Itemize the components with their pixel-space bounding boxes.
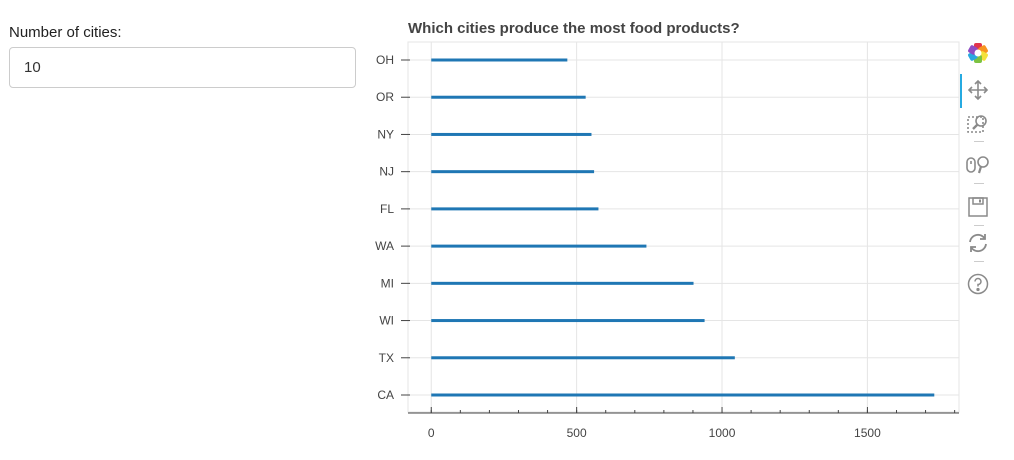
pan-icon[interactable] bbox=[965, 77, 991, 103]
bokeh-logo-icon[interactable] bbox=[965, 40, 991, 66]
wheel-zoom-icon[interactable] bbox=[965, 152, 991, 178]
y-tick-label: WA bbox=[375, 239, 394, 253]
x-tick-label: 1500 bbox=[854, 426, 881, 440]
y-tick-label: MI bbox=[381, 276, 394, 290]
bar-oh bbox=[431, 58, 568, 62]
controls-panel: Number of cities: bbox=[9, 24, 356, 88]
y-tick-label: OH bbox=[376, 53, 394, 67]
number-of-cities-input[interactable] bbox=[9, 47, 356, 88]
plot-frame bbox=[407, 41, 960, 413]
toolbar-separator bbox=[974, 225, 984, 226]
box-zoom-icon[interactable] bbox=[965, 111, 991, 137]
bar-tx bbox=[431, 356, 735, 360]
bar-ca bbox=[431, 393, 935, 397]
x-tick-label: 0 bbox=[428, 426, 435, 440]
bars bbox=[431, 58, 935, 397]
help-icon[interactable] bbox=[965, 271, 991, 297]
save-icon[interactable] bbox=[965, 194, 991, 220]
y-tick-label: FL bbox=[380, 202, 394, 216]
toolbar-separator bbox=[974, 261, 984, 262]
x-tick-label: 500 bbox=[567, 426, 587, 440]
bar-nj bbox=[431, 170, 595, 174]
active-tool-indicator bbox=[960, 74, 962, 108]
y-tick-label: OR bbox=[376, 90, 394, 104]
bar-ny bbox=[431, 132, 592, 136]
chart-title: Which cities produce the most food produ… bbox=[408, 20, 740, 37]
toolbar bbox=[960, 38, 996, 298]
bar-or bbox=[431, 95, 586, 99]
bar-wi bbox=[431, 319, 705, 323]
y-tick-label: TX bbox=[379, 351, 394, 365]
x-axis: 0 500 1000 1500 bbox=[408, 407, 959, 440]
x-tick-label: 1000 bbox=[709, 426, 736, 440]
bar-fl bbox=[431, 207, 599, 211]
y-tick-label: NJ bbox=[379, 165, 394, 179]
y-tick-label: NY bbox=[377, 127, 394, 141]
number-of-cities-label: Number of cities: bbox=[9, 24, 122, 41]
toolbar-separator bbox=[974, 141, 984, 142]
reset-icon[interactable] bbox=[965, 230, 991, 256]
toolbar-separator bbox=[974, 183, 984, 184]
bar-wa bbox=[431, 244, 647, 248]
y-tick-label: WI bbox=[379, 314, 394, 328]
bar-mi bbox=[431, 281, 694, 285]
y-axis: OH OR NY NJ FL WA MI WI TX CA bbox=[375, 53, 410, 402]
y-tick-label: CA bbox=[377, 388, 394, 402]
